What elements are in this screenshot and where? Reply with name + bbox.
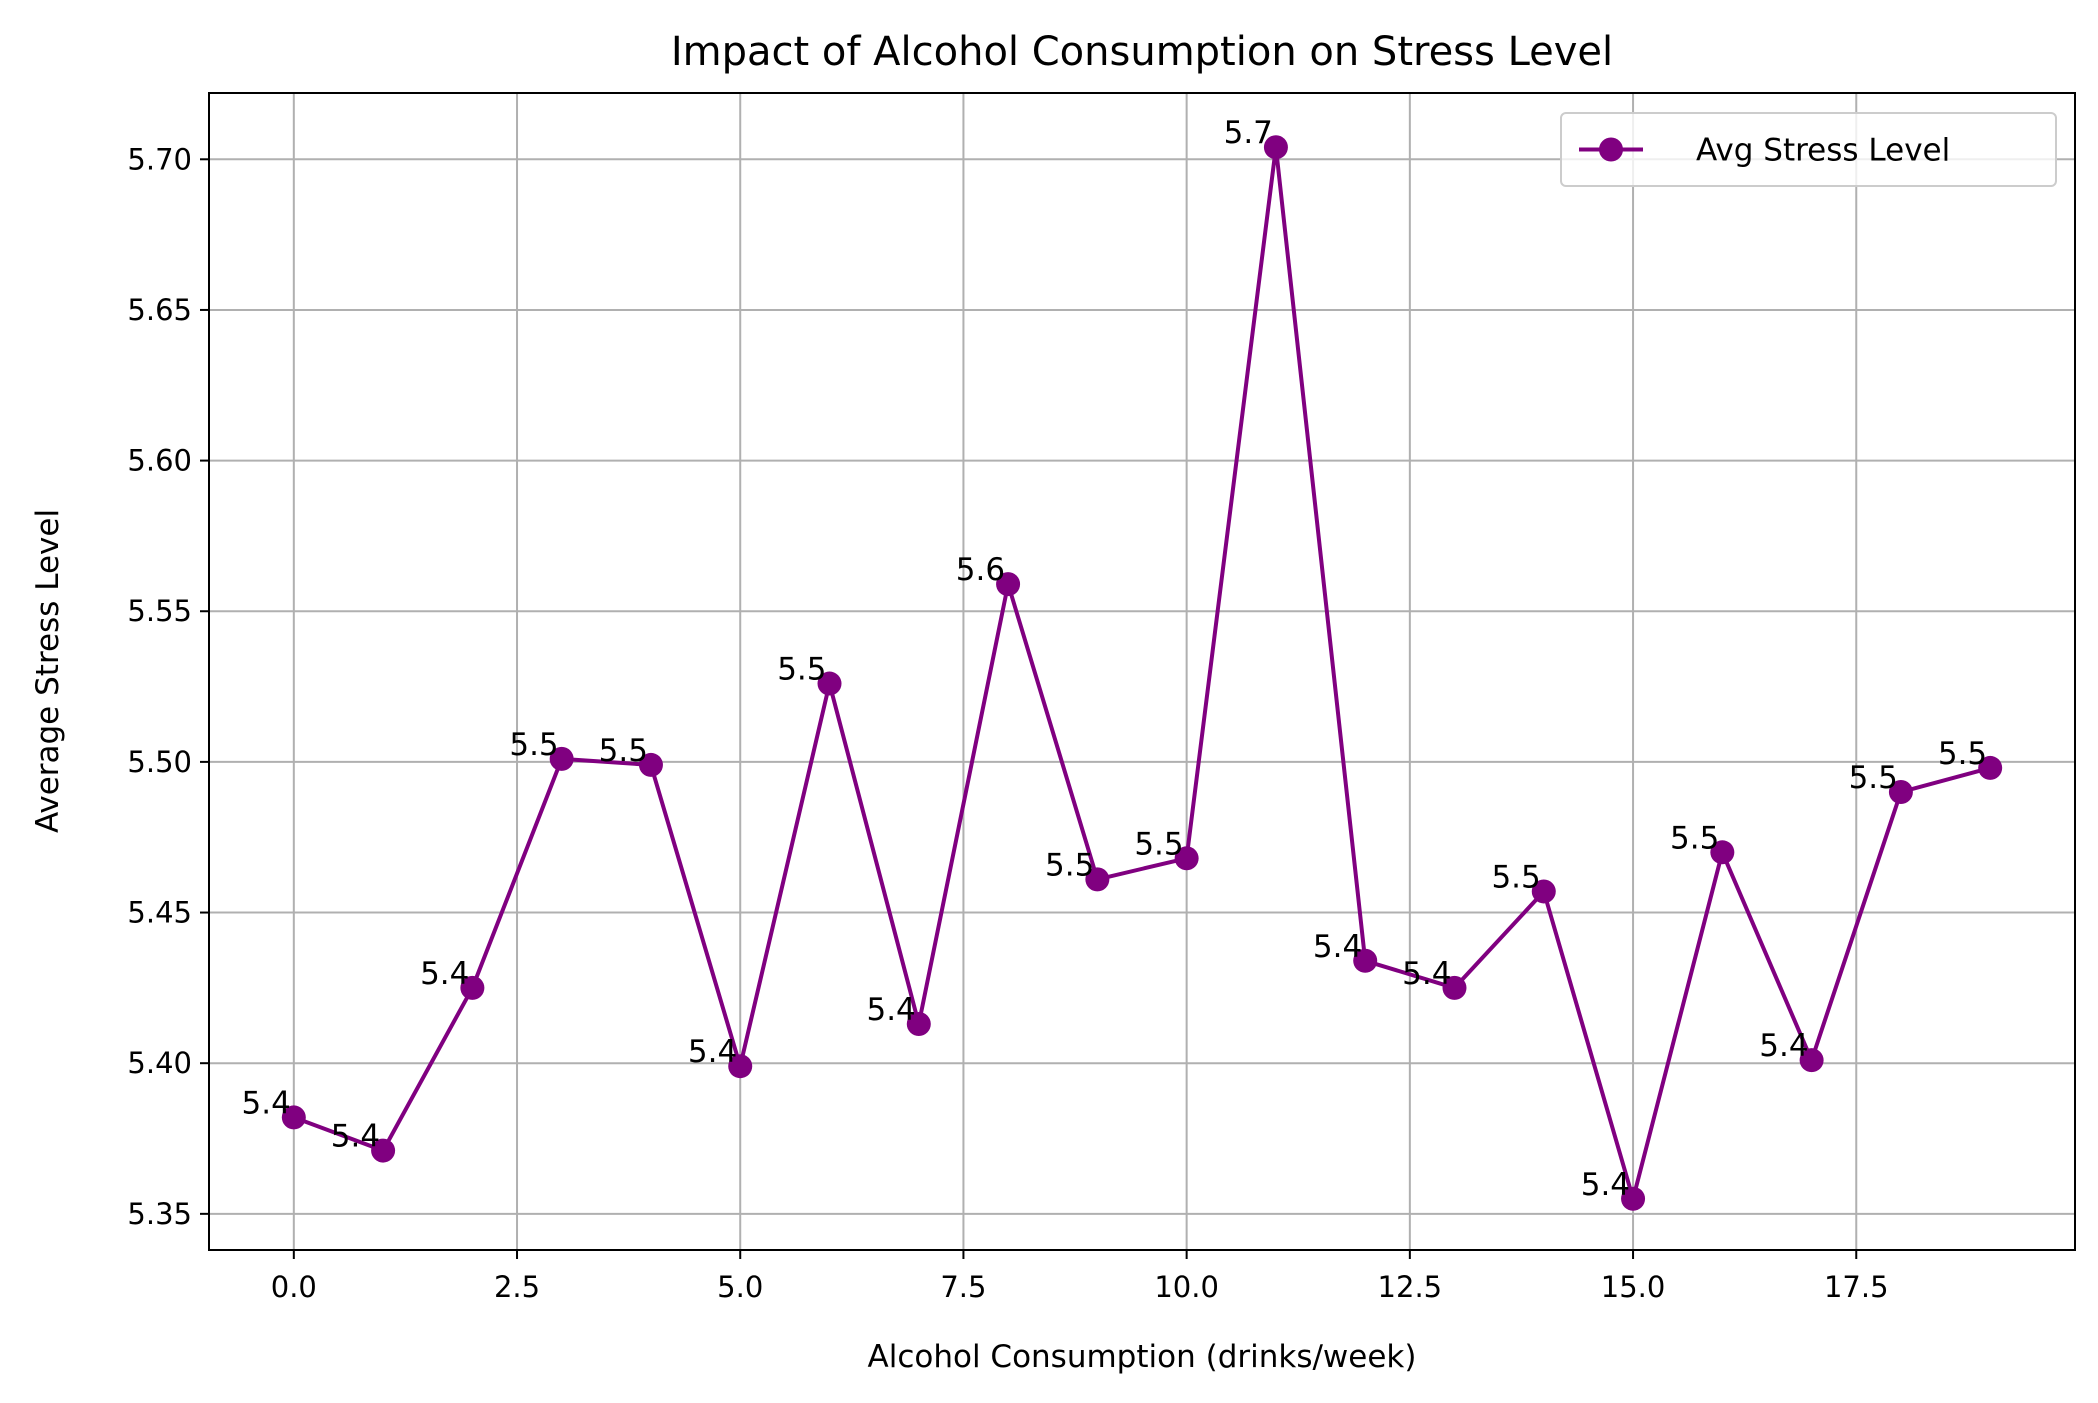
y-tick-label: 5.45 xyxy=(127,896,192,930)
data-label: 5.5 xyxy=(509,727,558,763)
data-point xyxy=(1263,135,1288,160)
data-labels: 5.4 5.4 5.4 5.5 5.5 5.4 5.5 5.4 5.6 5.5 5.5 5.7 5.4 5… xyxy=(242,115,1988,1203)
data-point xyxy=(728,1054,753,1079)
data-point xyxy=(1621,1186,1646,1211)
data-point xyxy=(1888,780,1913,805)
data-label: 5.4 xyxy=(1313,929,1362,965)
data-label: 5.5 xyxy=(1491,859,1540,895)
data-label: 5.4 xyxy=(1402,956,1451,992)
series-line xyxy=(293,145,1991,1201)
data-label: 5.5 xyxy=(1134,826,1183,862)
data-point xyxy=(1353,948,1378,973)
data-point xyxy=(817,671,842,696)
x-tick-label: 7.5 xyxy=(940,1270,986,1304)
data-point xyxy=(996,572,1021,597)
data-point xyxy=(1442,975,1467,1000)
legend: Avg Stress Level xyxy=(1560,112,2057,187)
y-tick-label: 5.70 xyxy=(127,142,192,176)
data-label: 5.4 xyxy=(242,1085,291,1121)
data-label: 5.4 xyxy=(866,992,915,1028)
data-label: 5.6 xyxy=(956,552,1005,588)
x-axis-label: Alcohol Consumption (drinks/week) xyxy=(868,1339,1417,1375)
data-label: 5.5 xyxy=(1045,847,1094,883)
data-point xyxy=(1978,755,2003,780)
y-tick-label: 5.40 xyxy=(127,1046,192,1080)
x-tick-label: 2.5 xyxy=(494,1270,540,1304)
x-tick-label: 15.0 xyxy=(1601,1270,1666,1304)
data-label: 5.5 xyxy=(1938,736,1987,772)
data-label: 5.5 xyxy=(599,733,648,769)
data-point xyxy=(1799,1048,1824,1073)
data-point xyxy=(1085,867,1110,892)
x-tick-label: 10.0 xyxy=(1154,1270,1219,1304)
legend-box xyxy=(1560,112,2057,187)
x-tick-label: 17.5 xyxy=(1824,1270,1889,1304)
data-label: 5.7 xyxy=(1224,115,1273,151)
legend-label: Avg Stress Level xyxy=(1696,133,1950,169)
data-label: 5.4 xyxy=(1581,1167,1630,1203)
data-label: 5.4 xyxy=(1759,1028,1808,1064)
data-point xyxy=(638,752,663,777)
data-point xyxy=(1710,840,1735,865)
axis-ticks: 0.0 2.5 5.0 7.5 10.0 12.5 15.0 17.55.355.405.45… xyxy=(127,142,1888,1304)
data-label: 5.4 xyxy=(420,956,469,992)
y-tick-label: 5.50 xyxy=(127,745,192,779)
series-layer xyxy=(281,135,2003,1211)
data-point xyxy=(460,975,485,1000)
x-tick-label: 0.0 xyxy=(271,1270,317,1304)
chart-title: Impact of Alcohol Consumption on Stress … xyxy=(671,29,1613,75)
data-point xyxy=(371,1138,396,1163)
y-tick-label: 5.60 xyxy=(127,444,192,478)
x-tick-label: 5.0 xyxy=(717,1270,763,1304)
data-label: 5.5 xyxy=(777,652,826,688)
data-point xyxy=(906,1012,931,1037)
data-label: 5.5 xyxy=(1670,820,1719,856)
data-label: 5.5 xyxy=(1849,760,1898,796)
y-tick-label: 5.65 xyxy=(127,293,192,327)
y-axis-label: Average Stress Level xyxy=(30,509,66,833)
plot-area-frame xyxy=(208,92,2076,1251)
y-tick-label: 5.35 xyxy=(127,1197,192,1231)
y-tick-label: 5.55 xyxy=(127,594,192,628)
data-label: 5.4 xyxy=(688,1034,737,1070)
data-point xyxy=(281,1105,306,1130)
data-point xyxy=(1174,846,1199,871)
x-tick-label: 12.5 xyxy=(1378,1270,1443,1304)
grid-lines xyxy=(209,93,2075,1250)
data-label: 5.4 xyxy=(331,1119,380,1155)
data-point xyxy=(549,746,574,771)
legend-marker xyxy=(1599,137,1623,162)
data-point xyxy=(1531,879,1556,904)
